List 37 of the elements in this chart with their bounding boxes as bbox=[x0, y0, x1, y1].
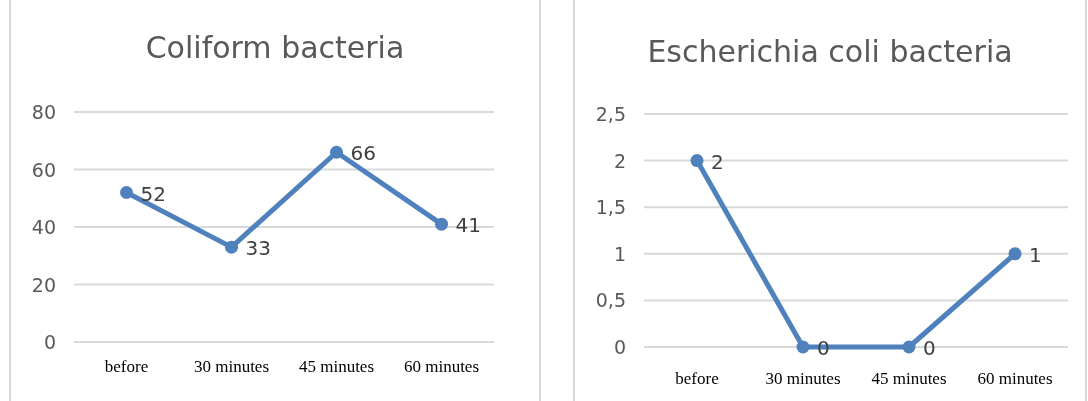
x-tick-label: before bbox=[675, 369, 719, 388]
point bbox=[796, 340, 810, 354]
y-tick-label: 20 bbox=[31, 273, 56, 296]
data-label: 2 bbox=[711, 149, 724, 174]
y-tick-label: 0 bbox=[43, 331, 56, 353]
y-tick-label: 60 bbox=[31, 158, 56, 181]
y-tick-label: 1 bbox=[613, 242, 626, 265]
data-label: 0 bbox=[817, 336, 830, 360]
point bbox=[225, 240, 238, 254]
y-tick-label: 40 bbox=[31, 216, 56, 238]
x-tick-label: 60 minutes bbox=[403, 357, 480, 376]
x-tick-label: before bbox=[104, 357, 149, 376]
chart-title: Coliform bacteria bbox=[145, 30, 405, 65]
x-tick-label: 60 minutes bbox=[977, 369, 1053, 388]
point bbox=[120, 186, 133, 199]
y-tick-label: 2 bbox=[613, 149, 626, 172]
y-tick-label: 0,5 bbox=[595, 289, 626, 312]
data-label: 41 bbox=[455, 213, 481, 238]
data-label: 52 bbox=[140, 181, 166, 206]
point bbox=[330, 145, 343, 159]
y-tick-label: 0 bbox=[613, 336, 626, 358]
point bbox=[1008, 247, 1022, 261]
data-label: 0 bbox=[923, 336, 936, 360]
point bbox=[902, 340, 916, 354]
point bbox=[435, 217, 448, 231]
point bbox=[690, 154, 704, 168]
data-label: 33 bbox=[245, 236, 271, 261]
data-label: 1 bbox=[1029, 242, 1042, 267]
y-tick-label: 2,5 bbox=[595, 103, 626, 125]
x-tick-label: 45 minutes bbox=[298, 357, 375, 376]
y-tick-label: 1,5 bbox=[595, 196, 626, 219]
data-label: 66 bbox=[350, 141, 376, 166]
x-tick-label: 30 minutes bbox=[765, 369, 841, 388]
y-tick-label: 80 bbox=[31, 101, 56, 123]
x-tick-label: 45 minutes bbox=[871, 369, 947, 388]
chart-title: Escherichia coli bacteria bbox=[647, 34, 1013, 69]
x-tick-label: 30 minutes bbox=[193, 357, 270, 376]
